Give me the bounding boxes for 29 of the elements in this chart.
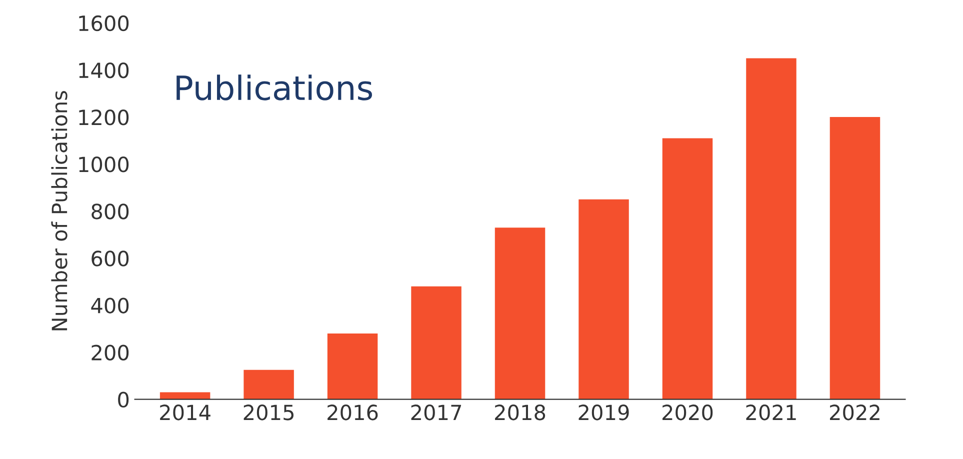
y-tick-label: 0 bbox=[118, 392, 129, 408]
bar bbox=[746, 58, 796, 400]
x-tick-label: 2017 bbox=[411, 404, 462, 420]
x-tick-label: 2022 bbox=[830, 404, 880, 420]
y-tick-label: 1400 bbox=[79, 62, 129, 78]
bar bbox=[578, 199, 629, 400]
bar bbox=[160, 392, 210, 400]
bar bbox=[494, 228, 546, 400]
y-tick-label: 1600 bbox=[79, 15, 129, 32]
bar bbox=[662, 138, 713, 400]
y-tick-label: 200 bbox=[92, 344, 129, 360]
text: Publications bbox=[176, 74, 372, 100]
y-tick-label: 1200 bbox=[79, 110, 129, 126]
y-tick-label: 400 bbox=[91, 298, 129, 314]
x-tick-label: 2020 bbox=[662, 404, 713, 420]
x-tick-label: 2019 bbox=[578, 404, 629, 420]
bar bbox=[327, 333, 378, 400]
bar bbox=[830, 117, 880, 400]
x-tick-label: 2018 bbox=[495, 404, 546, 420]
bar bbox=[244, 370, 294, 400]
x-tick-label: 2021 bbox=[746, 404, 796, 420]
x-tick-label: 2015 bbox=[244, 404, 294, 420]
x-tick-label: 2016 bbox=[328, 404, 378, 420]
x-tick-label: 2014 bbox=[160, 404, 210, 420]
y-tick-label: 1000 bbox=[79, 156, 129, 172]
y-axis-title: Number of Publications bbox=[51, 91, 68, 330]
bar bbox=[411, 286, 462, 400]
y-tick-label: 600 bbox=[92, 250, 129, 266]
y-tick-label: 800 bbox=[92, 204, 129, 220]
